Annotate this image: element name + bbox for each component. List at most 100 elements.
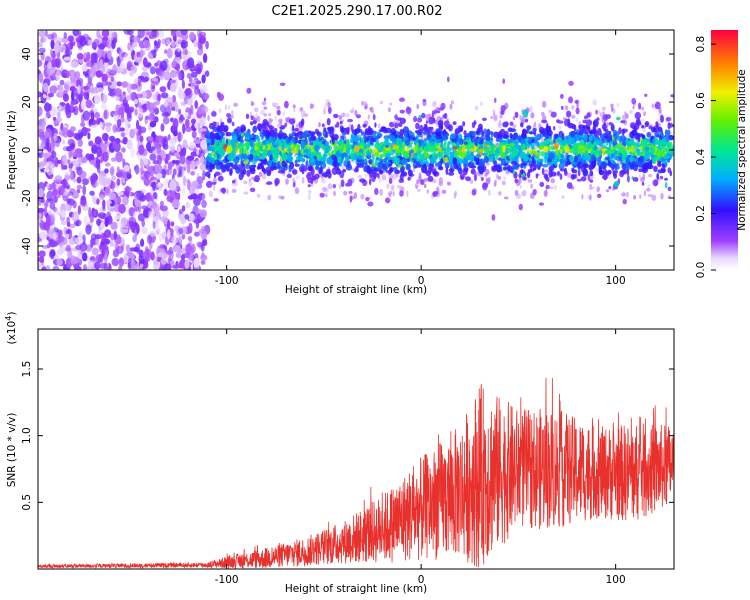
heat-cell <box>291 124 295 132</box>
heat-cell <box>652 127 657 132</box>
heat-cell <box>447 76 450 83</box>
heat-cell <box>182 47 188 55</box>
heat-cell <box>74 71 81 79</box>
heat-cell <box>178 35 182 44</box>
heat-cell <box>163 71 172 81</box>
heat-cell <box>245 113 250 120</box>
heat-cell <box>399 190 404 197</box>
heat-cell <box>61 37 69 44</box>
heat-cell <box>287 155 293 163</box>
heat-cell <box>543 173 548 179</box>
heat-cell <box>77 84 81 94</box>
heat-cell <box>221 169 226 173</box>
heat-cell <box>432 179 437 184</box>
heat-cell <box>231 148 236 156</box>
heat-cell <box>639 155 645 161</box>
heat-cell <box>256 115 261 123</box>
heat-cell <box>497 131 503 139</box>
heat-cell <box>404 131 408 138</box>
heat-cell <box>573 124 577 132</box>
heat-cell <box>582 119 587 124</box>
heat-cell <box>517 135 522 141</box>
heat-cell <box>324 141 330 147</box>
heat-cell <box>288 144 292 150</box>
heat-cell <box>146 197 155 203</box>
heat-cell <box>235 166 241 174</box>
heat-cell <box>367 149 371 157</box>
heat-cell <box>437 151 444 157</box>
heat-cell <box>160 92 169 99</box>
heat-cell <box>256 193 261 198</box>
heat-cell <box>484 148 489 154</box>
heat-cell <box>396 184 402 189</box>
heat-cell <box>93 209 97 216</box>
heat-cell <box>555 148 559 157</box>
heat-cell <box>416 188 421 192</box>
heat-cell <box>325 131 329 138</box>
heat-cell <box>316 153 322 159</box>
heat-cell <box>601 123 607 130</box>
heat-cell <box>126 251 133 257</box>
heat-cell <box>301 111 306 118</box>
heat-cell <box>643 111 646 116</box>
heat-cell <box>566 182 573 189</box>
heat-cell <box>54 175 63 183</box>
heat-cell <box>127 42 131 51</box>
heat-cell <box>185 118 190 129</box>
heat-cell <box>54 210 62 215</box>
heat-cell <box>141 219 145 228</box>
heat-cell <box>435 128 441 133</box>
heat-cell <box>664 129 668 137</box>
heat-cell <box>185 201 191 209</box>
heat-cell <box>498 191 502 196</box>
heat-cell <box>94 94 101 105</box>
heat-cell <box>358 148 364 154</box>
heat-cell <box>577 169 581 177</box>
heat-cell <box>220 140 227 145</box>
heat-cell <box>77 139 83 148</box>
heat-cell <box>63 56 71 61</box>
heat-cell <box>351 148 355 156</box>
heat-cell <box>589 144 595 149</box>
heat-cell <box>297 140 301 144</box>
heat-cell <box>340 179 345 188</box>
colorbar-label: Normalized spectral amplitude <box>736 69 748 230</box>
heat-cell <box>58 85 64 96</box>
heat-cell <box>622 198 627 205</box>
heat-cell <box>201 252 205 258</box>
heat-cell <box>271 166 278 170</box>
heat-cell <box>210 133 217 137</box>
heat-cell <box>132 234 137 243</box>
heat-cell <box>52 116 57 121</box>
heat-cell <box>343 152 346 158</box>
heat-cell <box>106 177 112 186</box>
heat-cell <box>568 96 573 104</box>
heat-cell <box>640 176 645 183</box>
heat-cell <box>354 131 357 136</box>
heat-cell <box>115 95 120 102</box>
heat-cell <box>169 228 174 235</box>
heat-cell <box>249 187 256 193</box>
heat-cell <box>378 162 383 169</box>
heat-cell <box>67 191 74 196</box>
heat-cell <box>448 168 455 173</box>
heat-cell <box>401 171 408 177</box>
heat-cell <box>207 114 210 122</box>
heat-cell <box>548 152 555 159</box>
heat-cell <box>118 107 125 116</box>
heat-cell <box>58 43 67 53</box>
heat-cell <box>372 148 378 153</box>
heat-cell <box>368 159 373 165</box>
heat-cell <box>590 186 595 190</box>
heat-cell <box>199 31 207 38</box>
heat-cell <box>520 122 524 128</box>
heat-cell <box>466 150 471 155</box>
heat-cell <box>385 170 392 174</box>
heat-cell <box>169 180 177 191</box>
heat-cell <box>616 103 620 107</box>
heat-cell <box>612 171 617 175</box>
heat-cell <box>405 147 411 152</box>
heat-cell <box>149 230 156 237</box>
heat-cell <box>646 131 651 138</box>
heat-cell <box>201 199 207 209</box>
